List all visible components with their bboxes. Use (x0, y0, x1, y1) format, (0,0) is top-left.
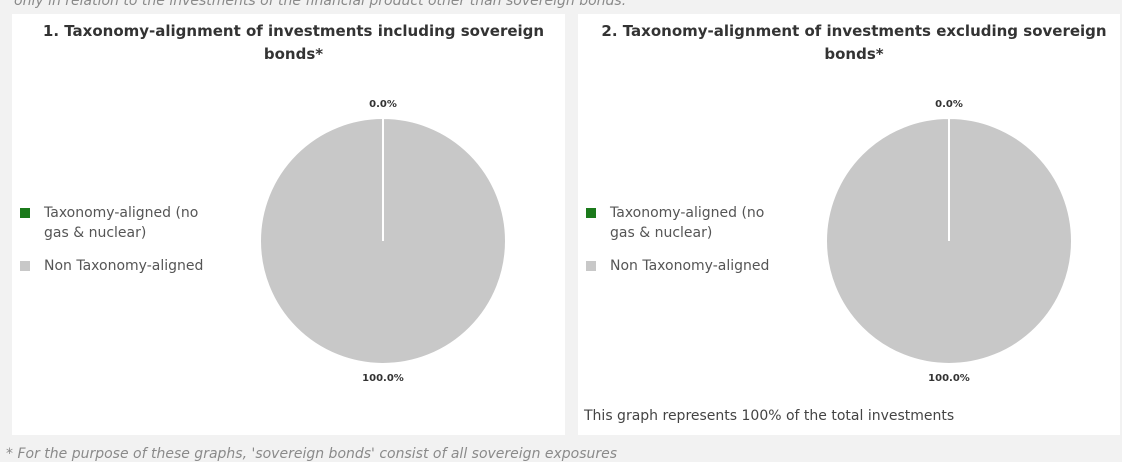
legend: Taxonomy-aligned (no gas & nuclear) Non T… (20, 203, 220, 289)
legend-label: Non Taxonomy-aligned (44, 258, 204, 274)
pie-chart: 0.0% 100.0% (825, 99, 1073, 384)
legend-item: Taxonomy-aligned (no gas & nuclear) (20, 203, 204, 243)
chart-panel: 0.0% 100.0% 2. Taxonomy-alignment of inves… (578, 14, 1120, 435)
data-label: 100.0% (362, 373, 404, 384)
chart-title: 2. Taxonomy-alignment of investments exc… (601, 22, 1107, 63)
data-label: 100.0% (928, 373, 970, 384)
chart-note: This graph represents 100% of the total … (584, 408, 955, 424)
legend-item: Taxonomy-aligned (no gas & nuclear) (586, 203, 770, 243)
data-label: 0.0% (935, 99, 963, 110)
legend: Taxonomy-aligned (no gas & nuclear) Non T… (586, 203, 786, 289)
legend-label: Taxonomy-aligned (no gas & nuclear) (610, 205, 765, 241)
legend-swatch (20, 208, 30, 218)
header-text: only in relation to the investments of t… (14, 0, 627, 9)
legend-swatch (586, 261, 596, 271)
legend-item: Non Taxonomy-aligned (586, 256, 770, 276)
chart-panel: 0.0% 100.0% 1. Taxonomy-alignment of inves… (12, 14, 565, 435)
footnote: * For the purpose of these graphs, 'sove… (6, 446, 618, 462)
data-label: 0.0% (369, 99, 397, 110)
legend-label: Taxonomy-aligned (no gas & nuclear) (44, 205, 199, 241)
legend-swatch (586, 208, 596, 218)
pie-slice (825, 116, 1073, 366)
chart-title: 1. Taxonomy-alignment of investments inc… (42, 22, 545, 63)
legend-swatch (20, 261, 30, 271)
pie-slice (259, 116, 507, 366)
pie-chart: 0.0% 100.0% (259, 99, 507, 384)
legend-item: Non Taxonomy-aligned (20, 256, 204, 276)
legend-label: Non Taxonomy-aligned (610, 258, 770, 274)
